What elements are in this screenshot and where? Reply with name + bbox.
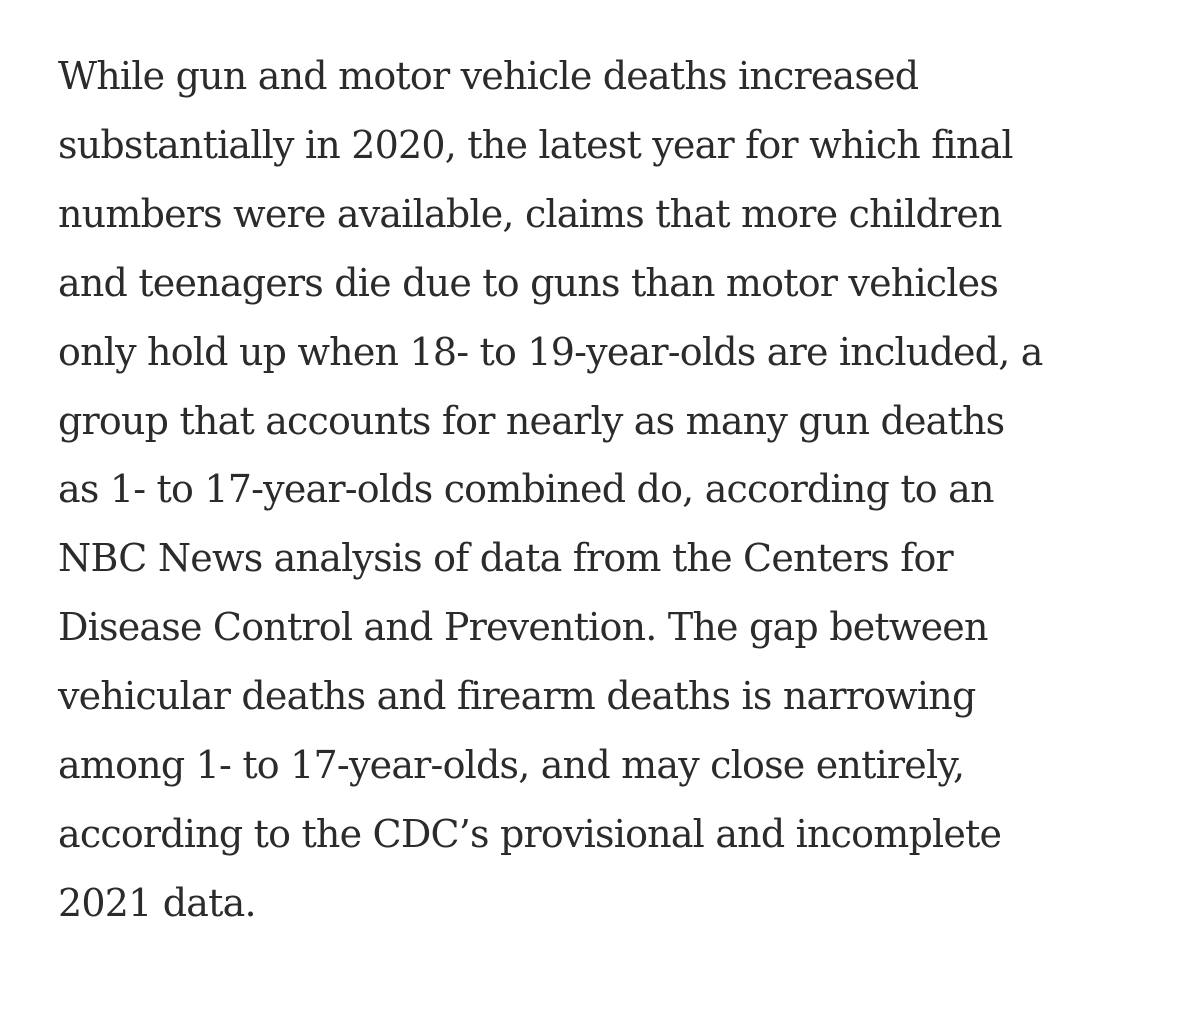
paragraph-line: group that accounts for nearly as many g… [58,398,1005,443]
paragraph-line: NBC News analysis of data from the Cente… [58,536,954,581]
paragraph-line: vehicular deaths and firearm deaths is n… [58,674,976,719]
paragraph-line: only hold up when 18- to 19-year-olds ar… [58,329,1043,374]
paragraph-line: among 1- to 17-year-olds, and may close … [58,743,965,788]
paragraph-line: While gun and motor vehicle deaths incre… [58,54,919,98]
paragraph-line: numbers were available, claims that more… [58,191,1003,236]
paragraph-line: substantially in 2020, the latest year f… [58,122,1014,167]
paragraph-line: and teenagers die due to guns than motor… [58,260,999,305]
paragraph-line: Disease Control and Prevention. The gap … [58,605,988,650]
paragraph-line: according to the CDC’s provisional and i… [58,811,1002,856]
paragraph-line: 2021 data. [58,880,257,925]
paragraph-line: as 1- to 17-year-olds combined do, accor… [58,467,994,512]
article-paragraph: While gun and motor vehicle deaths incre… [58,42,1178,938]
